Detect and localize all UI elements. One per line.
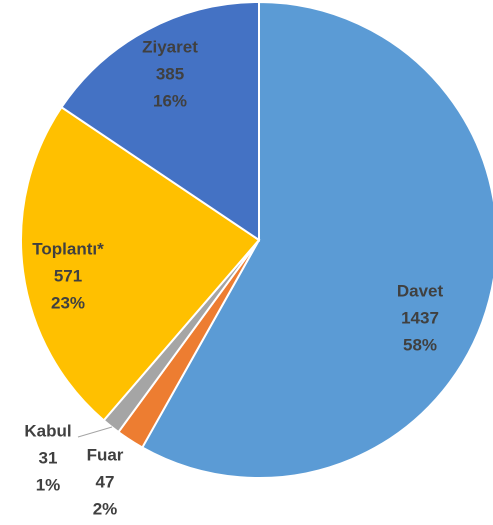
slice-value: 1437 [401, 308, 439, 327]
slice-label: Toplantı* [32, 239, 104, 258]
leader-line [77, 426, 113, 438]
slice-value: 31 [39, 448, 58, 467]
slice-percent: 1% [36, 475, 61, 494]
slice-value: 385 [156, 64, 184, 83]
slice-value: 47 [96, 472, 115, 491]
slice-label: Fuar [87, 445, 124, 464]
slice-percent: 2% [93, 499, 118, 518]
slice-label: Davet [397, 281, 444, 300]
slice-percent: 23% [51, 293, 85, 312]
pie-slice [140, 0, 493, 479]
pie-slice [19, 105, 261, 422]
slice-value: 571 [54, 266, 82, 285]
pie-slice [60, 0, 260, 242]
slice-label: Ziyaret [142, 37, 198, 56]
slice-percent: 58% [403, 335, 437, 354]
slice-percent: 16% [153, 91, 187, 110]
slice-label: Kabul [24, 421, 71, 440]
